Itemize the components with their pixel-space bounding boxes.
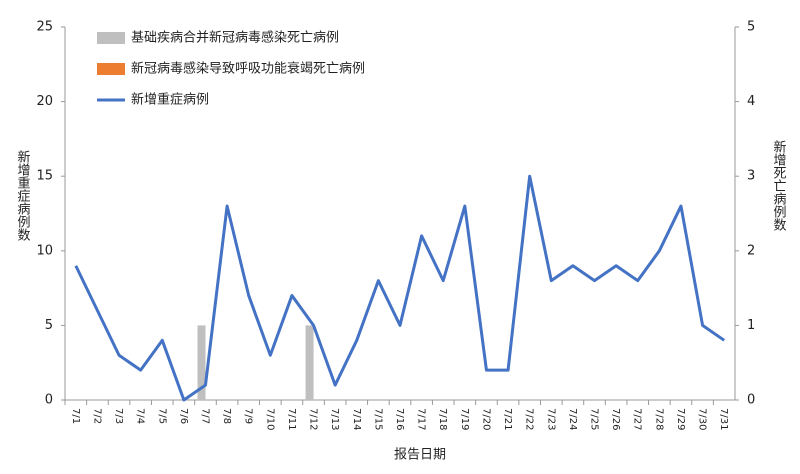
x-tick-label: 7/28 [653,408,664,430]
x-tick-label: 7/14 [351,408,362,430]
y2-tick-label: 5 [747,20,755,35]
legend-label: 新冠病毒感染导致呼吸功能衰竭死亡病例 [131,61,365,77]
x-tick-label: 7/17 [416,408,427,430]
x-tick-label: 7/23 [545,408,556,430]
x-tick-label: 7/24 [567,408,578,430]
x-tick-label: 7/31 [718,408,729,430]
x-tick-label: 7/10 [264,408,275,430]
x-tick-label: 7/20 [480,408,491,430]
bar [305,325,314,400]
x-tick-label: 7/3 [113,408,124,424]
x-tick-label: 7/4 [135,408,146,424]
x-tick-label: 7/15 [372,408,383,430]
x-tick-label: 7/16 [394,408,405,430]
y2-tick-label: 2 [747,243,755,258]
x-tick-label: 7/9 [243,408,254,424]
x-tick-label: 7/1 [70,408,81,424]
y-tick-label: 10 [36,243,53,258]
y2-tick-label: 1 [747,318,755,333]
line [74,174,726,402]
x-tick-label: 7/18 [437,408,448,430]
x-tick-label: 7/27 [632,408,643,430]
x-tick-label: 7/6 [178,408,189,424]
x-tick-label: 7/26 [610,408,621,430]
y-tick-label: 25 [36,20,53,35]
y2-tick-label: 0 [747,393,755,408]
x-tick-label: 7/11 [286,408,297,430]
x-tick-label: 7/13 [329,408,340,430]
y-tick-label: 5 [45,318,53,333]
y-tick-label: 0 [45,393,53,408]
legend-label: 基础疾病合并新冠病毒感染死亡病例 [131,30,339,46]
y-tick-label: 15 [36,169,53,184]
x-tick-label: 7/5 [156,408,167,424]
x-tick-label: 7/30 [697,408,708,430]
x-tick-label: 7/12 [308,408,319,430]
bar [197,325,206,400]
x-tick-label: 7/8 [221,408,232,424]
legend-swatch [97,32,125,44]
x-tick-label: 7/29 [675,408,686,430]
legend-swatch [97,63,125,75]
x-tick-label: 7/25 [589,408,600,430]
y-axis-label: 新增重症病例数 [15,149,31,241]
y2-tick-label: 3 [747,169,755,184]
x-tick-label: 7/21 [502,408,513,430]
x-tick-label: 7/19 [459,408,470,430]
x-axis-label: 报告日期 [394,448,446,463]
x-tick-label: 7/7 [199,408,210,424]
y2-tick-label: 4 [747,94,755,109]
y-tick-label: 20 [36,94,53,109]
legend-label: 新增重症病例 [131,92,209,108]
y2-axis-label: 新增死亡病例数 [771,139,787,231]
x-tick-label: 7/2 [91,408,102,424]
x-tick-label: 7/22 [524,408,535,430]
